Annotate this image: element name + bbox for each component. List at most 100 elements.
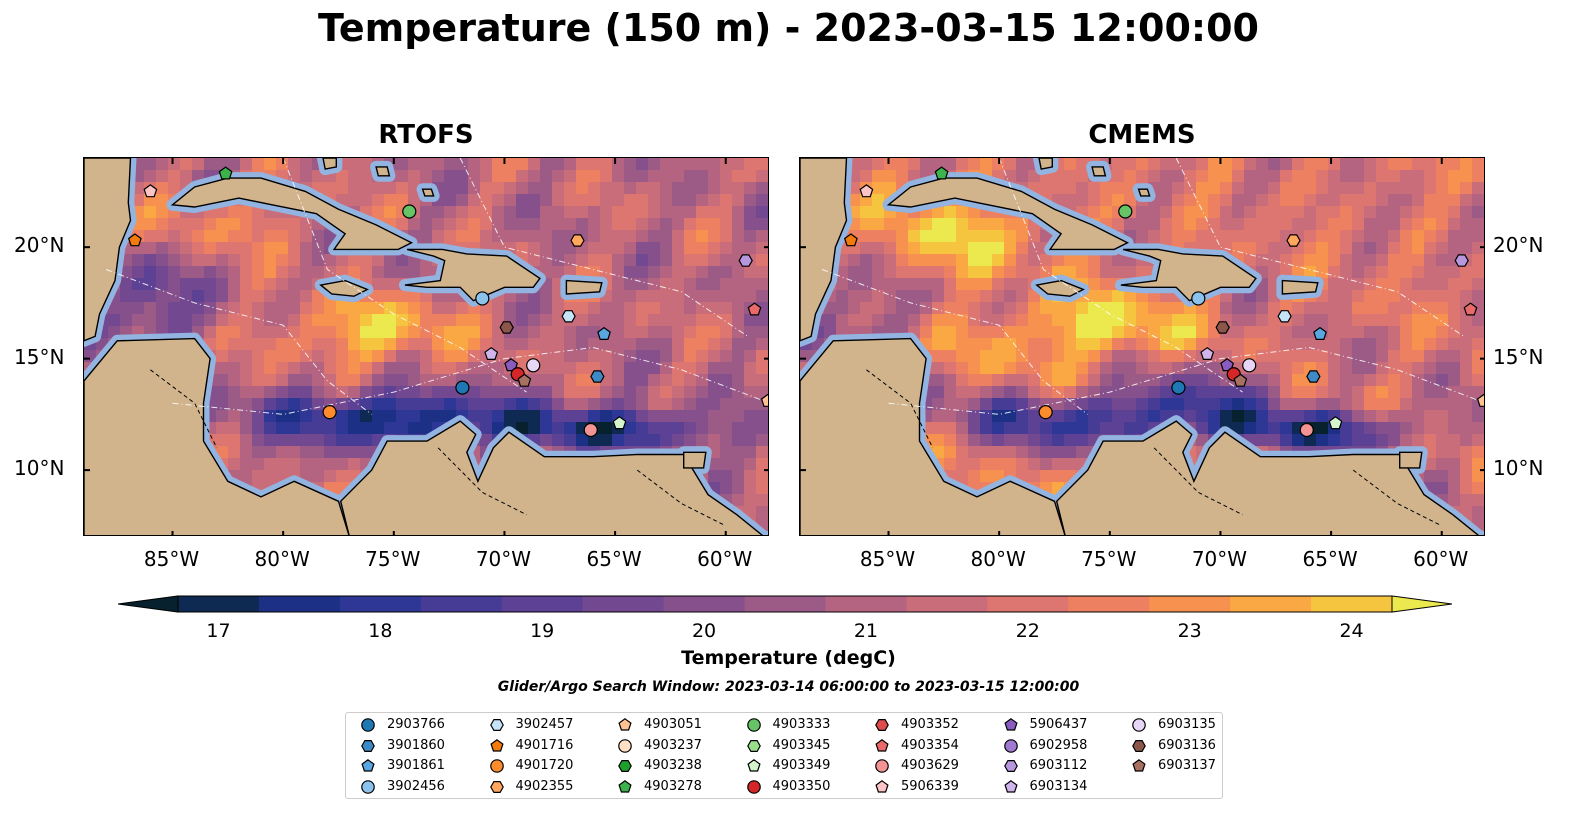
land-bahamas-1 [1091, 166, 1107, 177]
lat-tick-label-left: 10°N [14, 456, 65, 481]
lon-tick-label: 80°W [970, 547, 1026, 571]
lat-tick-label-left: 20°N [14, 233, 65, 258]
float-marker-2903766 [1171, 380, 1186, 395]
legend-marker-pentagon [618, 779, 632, 793]
legend-marker-pentagon [1003, 779, 1018, 793]
float-marker-6903135 [1242, 358, 1257, 373]
lon-tick-label: 75°W [1081, 547, 1137, 571]
colorbar-segment [825, 596, 907, 612]
float-marker-4901716 [843, 233, 858, 247]
colorbar-segment [987, 596, 1069, 612]
land-yucatan [800, 158, 848, 342]
float-marker-5906437 [1220, 358, 1235, 372]
colorbar-tick-label: 24 [1339, 620, 1364, 642]
legend-label: 4903345 [772, 737, 831, 753]
land-bahamas-1 [375, 166, 391, 177]
lon-tick-label: 70°W [1191, 547, 1248, 571]
legend-marker-pentagon [489, 738, 504, 752]
land-jamaica [1035, 279, 1086, 297]
float-marker-3901861 [1313, 326, 1327, 340]
float-marker-4903051 [1476, 393, 1484, 407]
legend-label: 3901861 [387, 758, 445, 773]
legend-label: 4903278 [644, 778, 702, 794]
legend-marker-circle [618, 738, 632, 753]
colorbar-tick-label: 17 [206, 620, 231, 642]
legend-label: 6903134 [1029, 778, 1088, 794]
eez-boundaries [821, 158, 1484, 415]
lat-tick-label-right: 15°N [1493, 344, 1544, 369]
colorbar-segment [1230, 596, 1312, 612]
legend-label: 6902958 [1029, 737, 1088, 753]
colorbar-tick-label: 19 [530, 620, 555, 642]
lon-tick-label: 65°W [586, 547, 642, 571]
legend-marker-pentagon [618, 718, 632, 731]
legend-label: 2903766 [387, 717, 445, 732]
legend-marker-circle [361, 718, 375, 732]
float-marker-4903051 [760, 393, 768, 407]
float-marker-4903349 [1328, 416, 1343, 430]
lon-tick-label: 65°W [1302, 547, 1358, 571]
land-cuba [170, 177, 414, 251]
float-marker-4903333 [1118, 204, 1133, 219]
map-rtofs [83, 157, 769, 536]
legend-marker-hexagon [618, 759, 632, 772]
colorbar-tick-label: 21 [853, 620, 879, 642]
lon-tick-label: 60°W [697, 547, 753, 571]
panel-title-cmems: CMEMS [1088, 120, 1196, 150]
legend-marker-hexagon [361, 739, 375, 752]
eez-boundaries [105, 158, 768, 415]
legend-marker-circle [1132, 718, 1146, 732]
float-marker-4903354 [1463, 302, 1478, 316]
legend-label: 4903349 [772, 758, 831, 773]
land-central-america [800, 337, 1066, 535]
colorbar-tick-label: 23 [1177, 620, 1202, 642]
page-title: Temperature (150 m) - 2023-03-15 12:00:0… [317, 6, 1259, 50]
float-marker-4903629 [1299, 422, 1314, 438]
land-south-america [1055, 420, 1480, 535]
float-marker-6903137 [1233, 373, 1248, 387]
float-marker-4903629 [583, 422, 598, 438]
legend-marker-circle [746, 718, 761, 732]
legend-label: 4903629 [901, 758, 959, 773]
float-marker-5906339 [143, 184, 158, 198]
float-marker-4903278 [934, 166, 949, 180]
float-marker-4902355 [1286, 234, 1301, 247]
float-marker-4903354 [747, 302, 762, 316]
legend-marker-pentagon [1003, 718, 1018, 731]
float-marker-6903135 [526, 358, 541, 373]
land-puerto-rico [565, 279, 603, 295]
lon-tick-label: 70°W [475, 547, 532, 571]
legend-label: 4901720 [515, 758, 574, 773]
search-window-text: Glider/Argo Search Window: 2023-03-14 06… [497, 679, 1080, 695]
legend-marker-pentagon [1132, 759, 1146, 772]
panel-title-rtofs: RTOFS [378, 120, 474, 150]
legend-label: 4903238 [644, 758, 702, 773]
land-trinidad [683, 451, 707, 469]
map-ticks [84, 158, 768, 535]
float-marker-4903278 [218, 166, 233, 180]
float-marker-6903136 [499, 321, 514, 334]
land-bahamas-2 [1137, 188, 1151, 197]
land-bahamas-2 [421, 188, 435, 197]
float-marker-6903134 [484, 346, 499, 360]
land-hispaniola [1120, 248, 1257, 302]
float-marker-4901720 [322, 405, 337, 420]
legend-label: 4903237 [644, 737, 702, 753]
colorbar [118, 595, 1452, 613]
lon-tick-label: 85°W [143, 547, 200, 571]
float-marker-6903136 [1215, 321, 1230, 334]
colorbar-tick-label: 22 [1015, 620, 1040, 642]
lon-tick-label: 80°W [254, 547, 310, 571]
colorbar-tick-label: 20 [691, 620, 717, 642]
legend-label: 6903112 [1029, 758, 1088, 773]
colorbar-extend-high [1391, 595, 1452, 613]
legend-label: 4903354 [901, 737, 959, 753]
float-marker-2903766 [455, 380, 470, 395]
land-puerto-rico [1281, 279, 1319, 295]
float-marker-3901860 [1306, 370, 1321, 383]
float-markers [127, 166, 768, 438]
colorbar-segment [744, 596, 826, 612]
land-bahamas-andros [322, 158, 338, 170]
land-bahamas-andros [1038, 158, 1054, 170]
colorbar-segment [1149, 596, 1231, 612]
